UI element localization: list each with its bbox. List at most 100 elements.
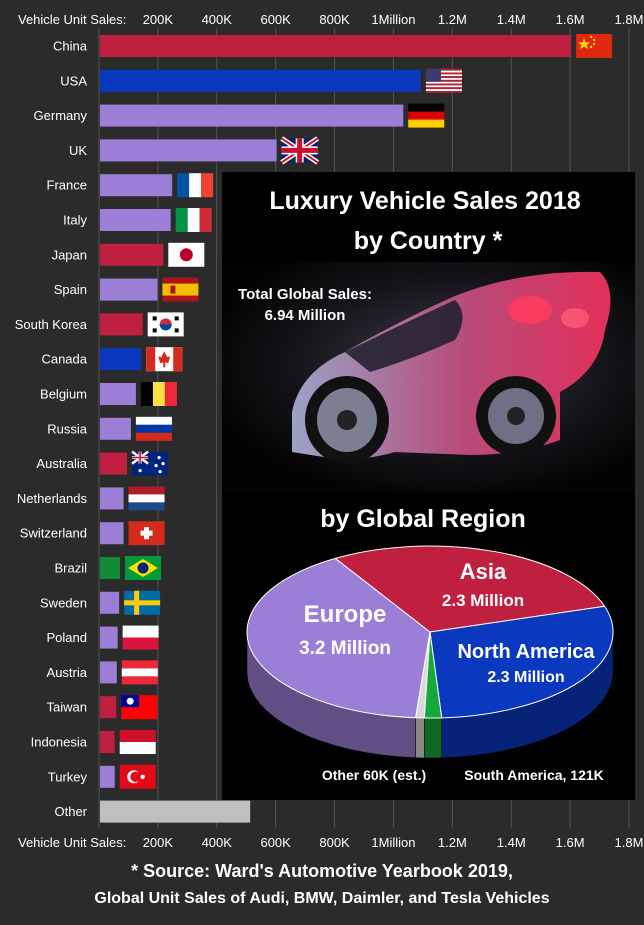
tick-label: 400K xyxy=(202,835,233,850)
info-panel: Luxury Vehicle Sales 2018 by Country * T… xyxy=(222,172,635,800)
tick-label: 600K xyxy=(260,12,291,27)
tick-label: 1Million xyxy=(371,835,415,850)
bar xyxy=(100,243,164,266)
category-label: Indonesia xyxy=(31,735,88,750)
bar xyxy=(100,731,115,753)
bar xyxy=(100,487,124,510)
bar xyxy=(100,104,404,127)
category-label: France xyxy=(47,178,87,193)
tick-label: 1.4M xyxy=(497,835,526,850)
canada-flag-icon xyxy=(146,347,183,372)
bar xyxy=(100,348,142,371)
category-label: Italy xyxy=(63,213,87,228)
bar xyxy=(100,765,115,788)
bar xyxy=(100,522,124,545)
region-pie xyxy=(246,545,614,759)
pie-value-asia: 2.3 Million xyxy=(442,591,524,610)
russia-flag-icon xyxy=(135,416,172,441)
italy-flag-icon xyxy=(175,208,212,232)
bar xyxy=(100,383,136,405)
sweden-flag-icon xyxy=(124,590,161,615)
australia-flag-icon xyxy=(131,450,169,476)
category-label: Germany xyxy=(34,108,88,123)
panel-title-line1: Luxury Vehicle Sales 2018 xyxy=(269,187,580,215)
top-axis-label: Vehicle Unit Sales: xyxy=(18,12,126,27)
bottom-axis-label: Vehicle Unit Sales: xyxy=(18,835,126,850)
category-label: Poland xyxy=(47,630,87,645)
tick-label: 200K xyxy=(143,835,174,850)
austria-flag-icon xyxy=(121,660,158,685)
south-korea-flag-icon xyxy=(147,312,184,337)
tick-label: 200K xyxy=(143,12,174,27)
bar xyxy=(100,626,118,649)
total-sales-label: Total Global Sales: xyxy=(238,286,372,303)
bar xyxy=(100,69,421,92)
bar xyxy=(100,452,128,475)
pie-slice xyxy=(246,557,431,719)
belgium-flag-icon xyxy=(140,382,177,406)
china-flag-icon xyxy=(576,34,613,58)
tick-label: 1.6M xyxy=(556,12,585,27)
category-label: Turkey xyxy=(48,769,88,784)
pie-label-asia: Asia xyxy=(460,559,507,584)
japan-flag-icon xyxy=(168,242,205,267)
category-label: South Korea xyxy=(15,317,88,332)
pie-slice xyxy=(415,631,431,719)
tick-label: 800K xyxy=(319,835,350,850)
tick-label: 1.2M xyxy=(438,835,467,850)
category-label: Brazil xyxy=(54,561,87,576)
tick-label: 1.8M xyxy=(615,12,644,27)
pie-label-europe: Europe xyxy=(304,601,387,628)
tick-label: 800K xyxy=(319,12,350,27)
pie-slice xyxy=(429,605,614,719)
category-label: USA xyxy=(60,73,87,88)
category-label: China xyxy=(53,39,88,54)
bar xyxy=(100,696,117,719)
pie-slice-side xyxy=(415,717,425,759)
tick-label: 400K xyxy=(202,12,233,27)
switzerland-flag-icon xyxy=(128,521,165,546)
turkey-flag-icon xyxy=(119,764,156,789)
bar xyxy=(100,313,143,336)
bar xyxy=(100,661,117,684)
category-label: Australia xyxy=(36,456,87,471)
tick-label: 1.6M xyxy=(556,835,585,850)
pie-slice xyxy=(334,545,606,633)
category-label: Austria xyxy=(47,665,88,680)
pie-label-south-america: South America, 121K xyxy=(464,767,604,783)
category-label: Netherlands xyxy=(17,491,88,506)
bar xyxy=(100,591,120,614)
germany-flag-icon xyxy=(408,103,445,128)
taiwan-flag-icon xyxy=(121,695,158,720)
pie-label-other: Other 60K (est.) xyxy=(322,767,426,783)
pie-label-north-america: North America xyxy=(457,641,595,663)
category-label: Russia xyxy=(47,421,88,436)
category-label: Other xyxy=(54,804,87,819)
source-line-1: * Source: Ward's Automotive Yearbook 201… xyxy=(131,861,513,881)
car-image xyxy=(222,262,635,492)
category-label: Taiwan xyxy=(47,700,87,715)
tick-label: 1.8M xyxy=(615,835,644,850)
netherlands-flag-icon xyxy=(128,486,165,511)
spain-flag-icon xyxy=(162,277,199,302)
source-note: * Source: Ward's Automotive Yearbook 201… xyxy=(0,858,644,912)
category-label: Sweden xyxy=(40,595,87,610)
top-axis-ticks: 200K 400K 600K 800K 1Million 1.2M 1.4M 1.6M 1.8M xyxy=(143,12,644,27)
total-sales-value: 6.94 Million xyxy=(265,307,346,324)
usa-flag-icon xyxy=(425,68,462,93)
bar xyxy=(100,800,251,823)
tick-label: 600K xyxy=(260,835,291,850)
pie-value-europe: 3.2 Million xyxy=(299,638,391,659)
bar xyxy=(100,209,171,231)
france-flag-icon xyxy=(177,173,214,198)
panel-title-line2: by Country * xyxy=(354,227,503,255)
poland-flag-icon xyxy=(122,625,159,650)
category-label: UK xyxy=(69,143,87,158)
bar-series: China USA Germany UK France Italy Japan Spain So… xyxy=(15,34,613,823)
tick-label: 1.4M xyxy=(497,12,526,27)
tick-label: 1Million xyxy=(371,12,415,27)
indonesia-flag-icon xyxy=(119,730,156,754)
bottom-axis-ticks: 200K 400K 600K 800K 1Million 1.2M 1.4M 1.6M 1.8M xyxy=(143,835,644,850)
source-line-2: Global Unit Sales of Audi, BMW, Daimler,… xyxy=(94,890,550,907)
